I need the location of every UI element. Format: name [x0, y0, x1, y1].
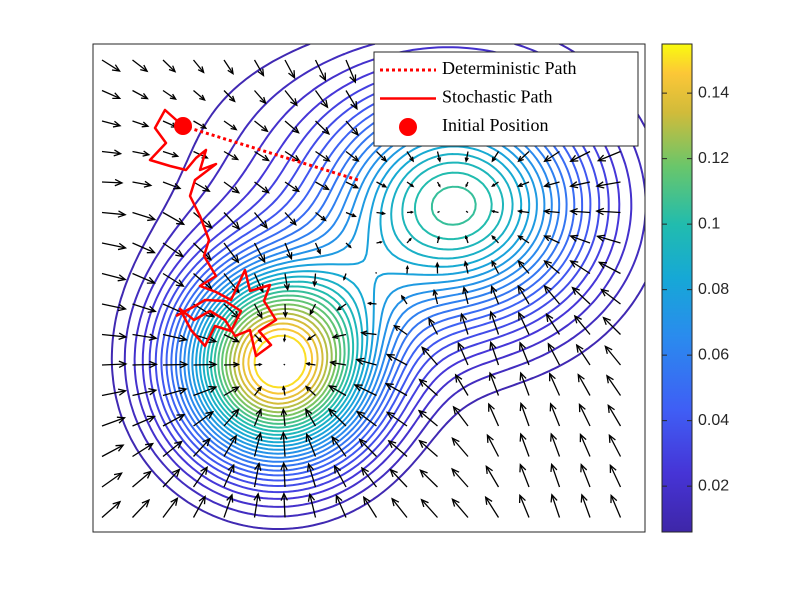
colorbar-tick-label: 0.02 [698, 477, 729, 494]
colorbar-tick-label: 0.08 [698, 281, 729, 298]
quiver-arrow [194, 364, 217, 365]
colorbar [662, 44, 692, 532]
quiver-arrow [133, 364, 157, 365]
quiver-arrow [438, 211, 440, 212]
legend-label: Stochastic Path [442, 87, 553, 107]
legend-marker [399, 118, 417, 136]
quiver-arrow [284, 364, 285, 365]
colorbar-tick-label: 0.06 [698, 346, 729, 363]
quiver-arrow [376, 272, 377, 273]
legend: Deterministic Path Stochastic Path Initial… [374, 52, 638, 146]
legend-label: Initial Position [442, 115, 549, 135]
colorbar-tick-label: 0.1 [698, 215, 720, 232]
quiver-arrow [102, 182, 122, 183]
legend-label: Deterministic Path [442, 58, 576, 78]
colorbar-tick-label: 0.04 [698, 412, 729, 429]
colorbar-tick-label: 0.14 [698, 84, 729, 101]
quiver-head [380, 242, 382, 244]
initial-position [174, 117, 192, 135]
colorbar-tick-label: 0.12 [698, 150, 729, 167]
quiver-arrow [163, 364, 187, 365]
